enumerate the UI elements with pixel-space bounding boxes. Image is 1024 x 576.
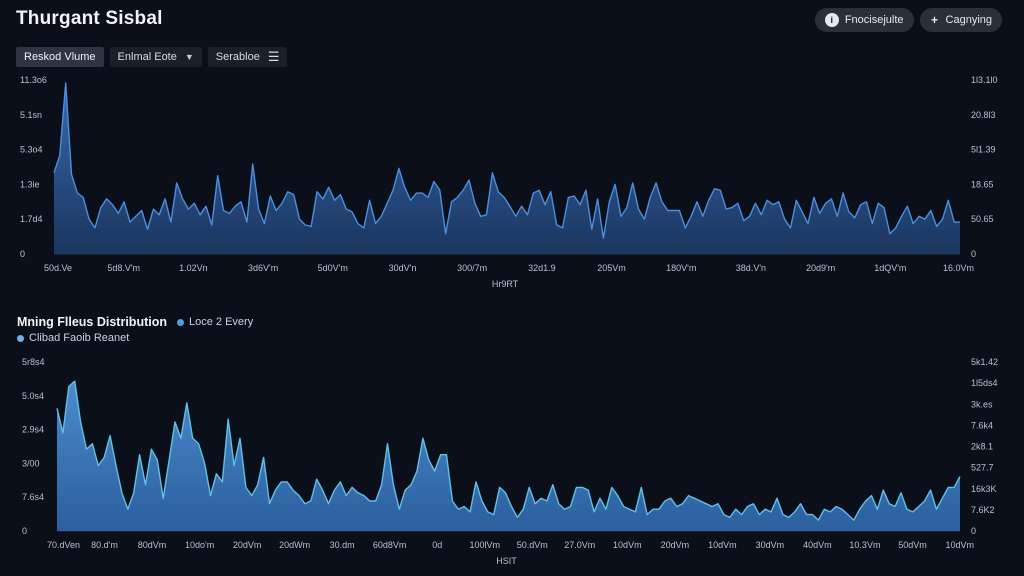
tab-volume-label: Reskod Vlume (24, 51, 96, 63)
series-line (56, 380, 961, 521)
x-tick: 30dV'n (389, 263, 417, 273)
x-tick: 16.0Vm (943, 263, 974, 273)
y-tick-left: 5.1sn (20, 110, 42, 120)
y-tick-right: 3k.es (971, 399, 993, 409)
x-tick: 32d1.9 (528, 263, 556, 273)
add-button-label: Cagnying (945, 14, 992, 26)
x-tick: 20dVm (233, 540, 262, 550)
x-tick: 3d6V'm (248, 263, 278, 273)
search-menu-button[interactable]: Serabloe ☰ (207, 47, 288, 67)
y-tick-left: 1.7d4 (20, 214, 43, 224)
top-area-chart[interactable]: 11.3o6 5.1sn 5.3o4 1.3ie 1.7d4 0 1l3.1l0 20.8l3… (0, 0, 1024, 300)
x-tick: 300/7m (457, 263, 487, 273)
y-tick-left: 7.6s4 (22, 492, 44, 502)
toolbar: Reskod Vlume Enlmal Eote ▼ Serabloe ☰ (16, 47, 288, 67)
x-tick: 50.dVm (517, 540, 548, 550)
info-icon: i (824, 13, 839, 27)
x-tick: 5d0V'm (318, 263, 348, 273)
x-tick: 5d8.V'm (107, 263, 140, 273)
dropdown-select[interactable]: Enlmal Eote ▼ (109, 47, 202, 67)
y-tick-left: 0 (22, 526, 27, 536)
x-tick: 50dVm (898, 540, 927, 550)
series-line (53, 82, 960, 239)
add-button[interactable]: + Cagnying (919, 8, 1002, 32)
x-tick: 30.dm (330, 540, 355, 550)
y-tick-right: 527.7 (971, 463, 994, 473)
x-axis-label: Hr9RT (492, 279, 519, 289)
info-button[interactable]: i Fnocisejulte (814, 8, 914, 32)
x-tick: 1.02Vn (179, 263, 208, 273)
x-tick: 27.0Vm (564, 540, 595, 550)
tab-volume[interactable]: Reskod Vlume (16, 47, 104, 67)
top-actions: i Fnocisejulte + Cagnying (814, 8, 1002, 32)
x-tick: 10dVm (708, 540, 737, 550)
x-tick: 80.d'm (91, 540, 118, 550)
x-tick: 1dQV'm (874, 263, 906, 273)
y-tick-right: 16k3K (971, 484, 997, 494)
x-tick: 60d8Vm (373, 540, 407, 550)
dropdown-select-label: Enlmal Eote (117, 51, 177, 63)
x-tick: 100lVm (469, 540, 500, 550)
x-tick: 205Vm (597, 263, 626, 273)
y-tick-right: 18.65 (971, 179, 994, 189)
menu-icon: ☰ (267, 49, 280, 64)
x-tick: 0d (432, 540, 442, 550)
x-tick: 40dVm (803, 540, 832, 550)
x-tick: 10do'm (185, 540, 214, 550)
y-tick-right: 0 (971, 526, 976, 536)
x-tick: 180V'm (666, 263, 696, 273)
legend-item[interactable]: Clibad Faoib Reanet (17, 332, 129, 344)
search-menu-label: Serabloe (215, 51, 260, 63)
x-tick: 50d.Ve (44, 263, 72, 273)
x-tick: 20dWm (279, 540, 310, 550)
y-tick-right: 7.6K2 (971, 505, 995, 515)
y-tick-left: 2.9s4 (22, 425, 44, 435)
x-tick: 10dVm (945, 540, 974, 550)
y-tick-left: 5.0s4 (22, 391, 44, 401)
legend-label: Loce 2 Every (189, 316, 254, 328)
info-button-label: Fnocisejulte (844, 14, 904, 26)
legend-label: Clibad Faoib Reanet (29, 332, 130, 344)
x-tick: 80dVm (138, 540, 167, 550)
y-tick-left: 0 (20, 249, 25, 259)
x-tick: 10dVm (613, 540, 642, 550)
y-tick-right: 0 (971, 249, 976, 259)
y-tick-left: 5r8s4 (22, 357, 45, 367)
x-tick: 30dVm (756, 540, 785, 550)
section-header: Mning Flleus Distribution Loce 2 Every (17, 315, 253, 329)
area-fill (54, 82, 960, 255)
y-tick-left: 3/00 (22, 458, 40, 468)
legend-dot-icon (177, 318, 184, 326)
y-tick-right: 2k8.1 (971, 442, 993, 452)
y-tick-left: 5.3o4 (20, 145, 43, 155)
x-tick: 70.dVen (47, 540, 80, 550)
y-tick-right: 20.8l3 (971, 110, 996, 120)
section-title: Mning Flleus Distribution (17, 315, 167, 329)
y-tick-right: 1l5ds4 (971, 378, 998, 388)
app-title: Thurgant Sisbal (16, 8, 163, 29)
legend-item[interactable]: Loce 2 Every (177, 316, 253, 328)
x-axis-label: HSIT (496, 556, 517, 566)
chevron-down-icon: ▼ (184, 52, 194, 62)
y-tick-right: 7.6k4 (971, 420, 993, 430)
y-tick-left: 11.3o6 (20, 75, 47, 85)
y-tick-right: 5l1.39 (971, 145, 996, 155)
y-tick-left: 1.3ie (20, 179, 40, 189)
x-tick: 10.3Vm (849, 540, 880, 550)
y-tick-right: 1l3.1l0 (971, 75, 998, 85)
x-tick: 20dVm (661, 540, 690, 550)
area-fill (57, 381, 960, 531)
y-tick-right: 5k1.42 (971, 357, 998, 367)
x-tick: 38d.V'n (736, 263, 766, 273)
x-tick: 20d9'm (806, 263, 835, 273)
y-tick-right: 50.65 (971, 214, 994, 224)
plus-icon: + (931, 13, 939, 27)
legend-dot-icon (17, 334, 24, 342)
